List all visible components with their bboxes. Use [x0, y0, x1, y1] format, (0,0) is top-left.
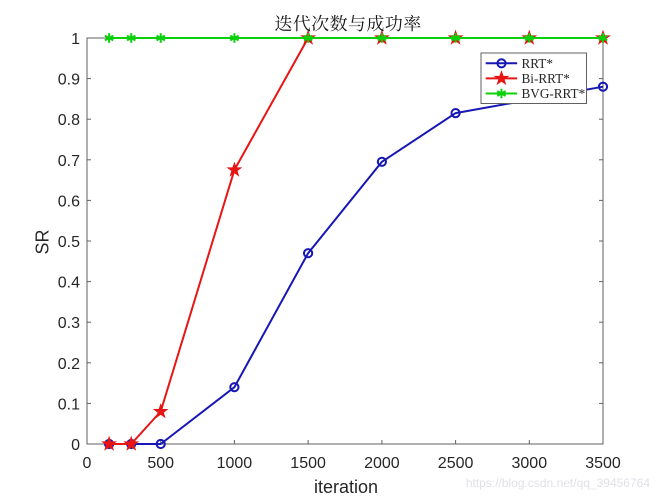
svg-text:SR: SR: [33, 229, 53, 254]
svg-text:RRT*: RRT*: [522, 56, 553, 71]
svg-text:BVG-RRT*: BVG-RRT*: [522, 86, 586, 101]
svg-text:Bi-RRT*: Bi-RRT*: [522, 71, 570, 86]
svg-text:0.5: 0.5: [58, 234, 80, 251]
svg-text:0.4: 0.4: [58, 275, 80, 292]
svg-text:0.6: 0.6: [58, 193, 80, 210]
svg-text:1: 1: [71, 31, 80, 48]
svg-text:2000: 2000: [364, 455, 400, 472]
svg-text:0.2: 0.2: [58, 356, 80, 373]
svg-text:2500: 2500: [438, 455, 474, 472]
svg-text:0.9: 0.9: [58, 72, 80, 89]
svg-text:https://blog.csdn.net/qq_39456: https://blog.csdn.net/qq_39456764: [466, 476, 650, 490]
svg-text:0.8: 0.8: [58, 112, 80, 129]
svg-text:3500: 3500: [585, 455, 621, 472]
svg-text:0: 0: [83, 455, 92, 472]
svg-text:0.3: 0.3: [58, 315, 80, 332]
svg-text:500: 500: [147, 455, 174, 472]
svg-text:0.7: 0.7: [58, 153, 80, 170]
svg-text:iteration: iteration: [314, 477, 378, 497]
svg-text:3000: 3000: [512, 455, 548, 472]
svg-text:0: 0: [71, 437, 80, 454]
svg-text:1500: 1500: [290, 455, 326, 472]
svg-text:0.1: 0.1: [58, 396, 80, 413]
svg-text:1000: 1000: [217, 455, 253, 472]
